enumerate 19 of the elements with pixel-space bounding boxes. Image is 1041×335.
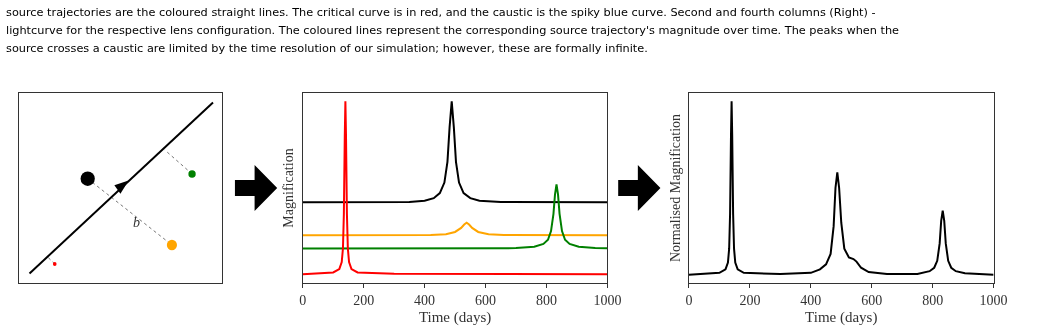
x-tick-label: 1000	[593, 292, 622, 308]
y-axis-title: Magnification	[281, 148, 297, 228]
x-tick-label: 400	[414, 292, 436, 308]
source-note: source crosses a caustic are limited by the time resolution of our simulation; however, these are formally infinite.	[6, 42, 648, 55]
text: lightcurve for the respective lens configuration. The coloured lines represent the corresponding source trajectory's magnitude over time. The peaks when the	[6, 24, 900, 37]
x-axis-title: Time (days)	[418, 308, 492, 326]
x-tick-label: 400	[800, 292, 822, 308]
x-tick-label: 1000	[979, 292, 1008, 308]
x-tick-label: 0	[299, 292, 307, 308]
x-tick-label: 800	[922, 292, 944, 308]
y-axis-title: Normalised Magnification	[667, 113, 683, 263]
x-tick-label: 600	[861, 292, 883, 308]
x-tick-label: 200	[353, 292, 375, 308]
x-tick-label: 800	[535, 292, 557, 308]
x-tick-label: 600	[475, 292, 497, 308]
source-note: source trajectories are the coloured straight lines. The critical curve is in red, and the caustic is the spiky blue curve. Second and fourth columns (Right) -	[6, 6, 876, 19]
x-tick-label: 0	[685, 292, 693, 308]
x-axis-title: Time (days)	[805, 308, 878, 326]
x-tick-label: 200	[739, 292, 761, 308]
